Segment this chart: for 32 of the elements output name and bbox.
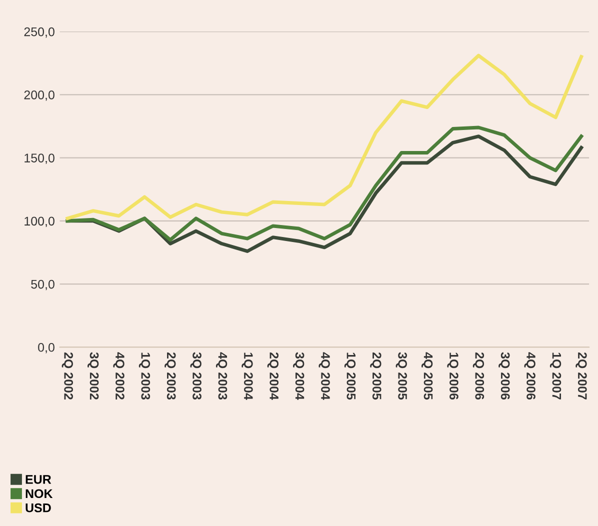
- x-tick-label: 1Q 2003: [138, 352, 150, 400]
- x-tick-label: 3Q 2006: [498, 352, 510, 400]
- x-tick-label: 4Q 2004: [318, 352, 330, 400]
- x-tick-label: 1Q 2004: [242, 352, 253, 400]
- legend-label: NOK: [26, 489, 53, 498]
- x-tick-label: 2Q 2005: [370, 352, 382, 400]
- x-tick-label: 1Q 2006: [447, 352, 458, 400]
- y-tick-label: 250,0: [24, 27, 54, 38]
- x-tick-label: 4Q 2006: [524, 352, 536, 400]
- x-tick-label: 2Q 2004: [267, 352, 279, 400]
- line-series: [66, 54, 584, 220]
- x-tick-label: 4Q 2005: [421, 352, 433, 400]
- x-tick-label: 4Q 2003: [216, 352, 228, 400]
- y-tick-label: 50,0: [31, 280, 54, 290]
- x-tick-label: 2Q 2006: [472, 352, 484, 400]
- y-tick-label: 0,0: [38, 342, 54, 354]
- y-tick-label: 200,0: [24, 90, 54, 101]
- x-tick-label: 2Q 2007: [576, 352, 587, 400]
- legend-label: USD: [26, 503, 51, 512]
- x-tick-label: 1Q 2005: [344, 352, 356, 400]
- x-tick-label: 4Q 2002: [113, 352, 124, 400]
- x-tick-label: 1Q 2007: [550, 352, 562, 400]
- y-tick-label: 100,0: [24, 216, 54, 228]
- x-tick-label: 3Q 2005: [396, 352, 407, 400]
- x-tick-label: 3Q 2004: [293, 352, 304, 400]
- x-tick-label: 2Q 2002: [62, 352, 74, 400]
- y-tick-label: 150,0: [24, 154, 54, 164]
- x-tick-label: 3Q 2002: [88, 352, 99, 400]
- x-tick-label: 2Q 2003: [164, 352, 176, 400]
- x-tick-label: 3Q 2003: [190, 352, 202, 400]
- line-series: [66, 126, 584, 242]
- legend-label: EUR: [26, 475, 52, 484]
